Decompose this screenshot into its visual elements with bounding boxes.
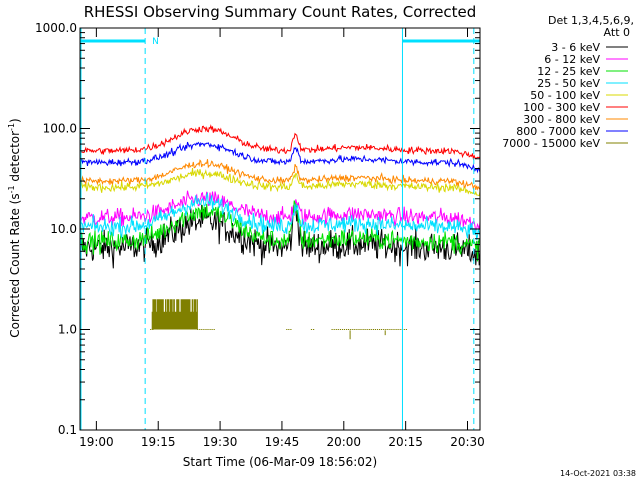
- y-tick-label-2: 1.0: [58, 323, 77, 337]
- series-line-9: [150, 299, 407, 340]
- y-axis-label-end: ): [8, 118, 22, 123]
- y-tick-label-4: 100.0: [43, 122, 77, 136]
- x-tick-label-5: 20:00: [326, 435, 361, 449]
- legend-label-9: 7000 - 15000 keV: [502, 137, 600, 150]
- y-tick-label-3: 10.0: [50, 222, 77, 236]
- flag-label-n: N: [152, 37, 159, 47]
- x-tick-label-7: 20:30: [450, 435, 485, 449]
- x-tick-label-3: 19:30: [203, 435, 238, 449]
- legend-label-1: 3 - 6 keV: [551, 41, 600, 54]
- plot-area: N: [79, 27, 481, 431]
- legend-label-5: 50 - 100 keV: [530, 89, 600, 102]
- y-axis-label-mid: detector: [8, 131, 22, 186]
- legend-header-line1: Det 1,3,4,5,6,9,: [548, 14, 634, 27]
- x-axis: 19:00 19:15 19:30 19:45 20:00 20:15 20:30: [79, 28, 485, 449]
- x-axis-label: Start Time (06-Mar-09 18:56:02): [183, 455, 377, 469]
- x-tick-label-4: 19:45: [265, 435, 300, 449]
- legend-header-line2: Att 0: [604, 26, 630, 39]
- svg-text:Corrected Count Rate (s-1 dete: Corrected Count Rate (s-1 detector-1): [7, 118, 22, 337]
- series-line-8: [79, 141, 481, 174]
- x-tick-label-6: 20:15: [388, 435, 423, 449]
- y-axis-label: Corrected Count Rate (s-1 detector-1): [7, 118, 22, 337]
- y-axis-label-sup2: -1: [7, 123, 16, 131]
- legend-label-4: 25 - 50 keV: [537, 77, 600, 90]
- chart-title: RHESSI Observing Summary Count Rates, Co…: [84, 3, 477, 21]
- x-tick-label-1: 19:00: [79, 435, 114, 449]
- legend-label-7: 300 - 800 keV: [523, 113, 600, 126]
- y-axis-label-sup1: -1: [7, 185, 16, 193]
- legend-label-2: 6 - 12 keV: [544, 53, 600, 66]
- series-line-7: [79, 159, 481, 191]
- y-tick-label-1: 0.1: [58, 423, 77, 437]
- y-axis: 0.1 1.0 10.0 100.0 1000.0: [35, 21, 480, 437]
- legend-label-8: 800 - 7000 keV: [516, 125, 600, 138]
- legend-label-6: 100 - 300 keV: [523, 101, 600, 114]
- series-line-3: [79, 200, 481, 262]
- series-line-4: [79, 191, 481, 241]
- series-line-6: [79, 124, 481, 161]
- y-axis-label-main: Corrected Count Rate (s: [8, 193, 22, 337]
- footer-timestamp: 14-Oct-2021 03:38: [560, 469, 636, 478]
- x-tick-label-2: 19:15: [141, 435, 176, 449]
- legend-label-3: 12 - 25 keV: [537, 65, 600, 78]
- series-line-2: [79, 190, 481, 232]
- y-tick-label-5: 1000.0: [35, 21, 77, 35]
